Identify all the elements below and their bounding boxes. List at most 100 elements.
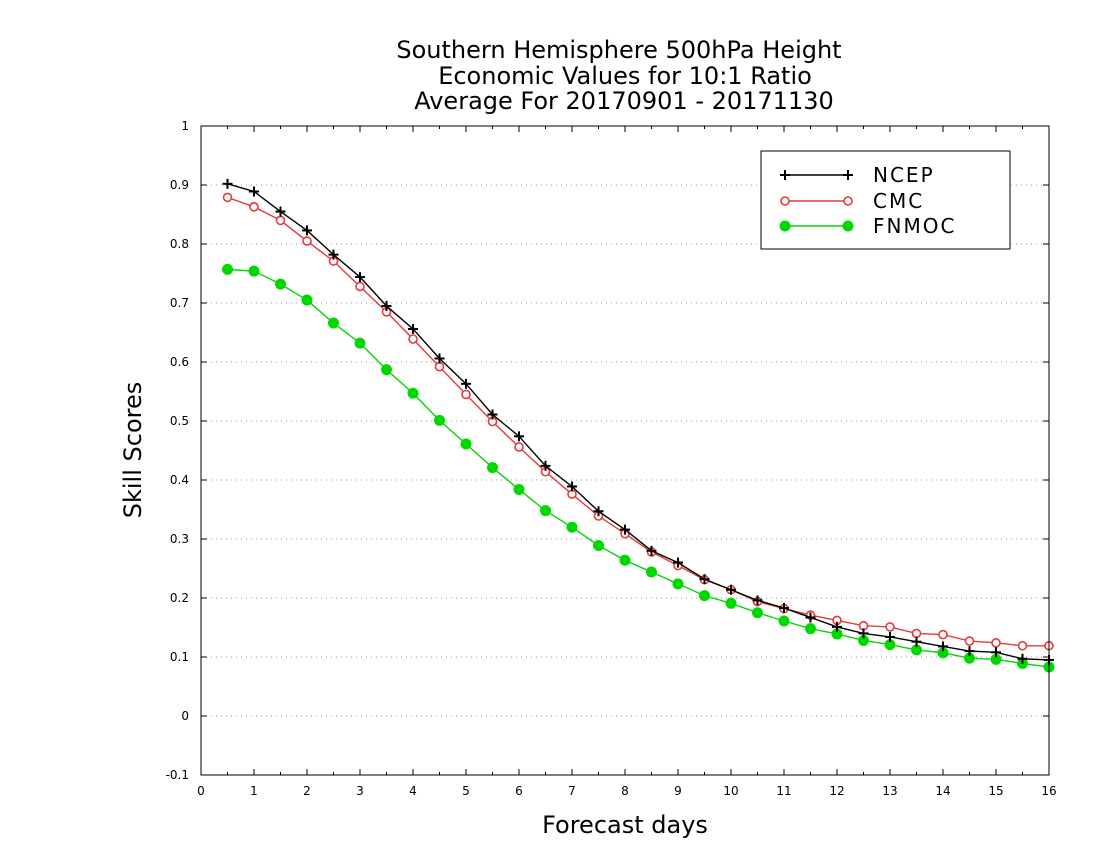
series-fnmoc-point-dot-marker	[725, 597, 737, 609]
x-tick-label: 0	[197, 784, 205, 798]
series-ncep-point-plus-marker	[567, 481, 577, 492]
legend-sample-fnmoc	[779, 220, 854, 232]
series-ncep-point-plus-marker	[620, 524, 630, 535]
x-tick-labels: 0 1 2 3 4 5 6 7 8 9 10 11 12 13 14 15 16	[197, 784, 1056, 798]
series-fnmoc-point-dot-marker	[460, 438, 472, 450]
y-tick-label: 0.8	[170, 237, 189, 251]
chart-title-line-1: Southern Hemisphere 500hPa Height	[396, 36, 841, 64]
series-fnmoc-point-dot-marker	[672, 578, 684, 590]
gridlines	[201, 184, 1049, 717]
series-cmc-point-circle-marker	[275, 215, 286, 226]
series-ncep-point-plus-marker	[434, 353, 445, 364]
chart-title-line-3: Average For 20170901 - 20171130	[414, 87, 834, 115]
series-fnmoc-point-dot-marker	[619, 554, 631, 566]
series-fnmoc-point-dot-marker	[275, 278, 286, 290]
y-tick-label: 0.9	[170, 178, 189, 192]
legend-label-fnmoc: FNMOC	[873, 214, 956, 238]
y-tick-labels: -0.1 0 0.1 0.2 0.3 0.4 0.5 0.6 0.7 0.8 0.9 1	[166, 119, 189, 782]
series-ncep-point-plus-marker	[249, 186, 259, 197]
x-tick-label: 8	[621, 784, 629, 798]
x-tick-label: 16	[1041, 784, 1056, 798]
legend-ncep-start-plus-marker	[780, 170, 790, 180]
series-cmc-point-circle-marker	[991, 638, 1001, 648]
x-tick-label: 14	[935, 784, 950, 798]
series-cmc-point-circle-marker	[222, 192, 233, 203]
x-tick-label: 13	[882, 784, 897, 798]
series-ncep-point-plus-marker	[673, 557, 683, 568]
series-cmc-point-circle-marker	[964, 636, 975, 646]
series-ncep-point-plus-marker	[752, 595, 763, 606]
series-cmc-point-circle-marker	[461, 389, 471, 400]
legend-label-ncep: NCEP	[873, 163, 935, 187]
series-fnmoc-point-dot-marker	[805, 623, 816, 635]
series-ncep-point-plus-marker	[646, 545, 657, 556]
legend-item-ncep: NCEP	[780, 163, 935, 187]
x-tick-label: 1	[250, 784, 258, 798]
legend: NCEP CMC FNMOC	[760, 150, 1011, 250]
series-fnmoc	[222, 263, 1055, 673]
series-fnmoc-point-dot-marker	[513, 483, 525, 495]
series-ncep-point-plus-marker	[275, 206, 286, 217]
series-cmc-point-circle-marker	[408, 334, 418, 344]
x-tick-label: 10	[723, 784, 738, 798]
x-tick-label: 2	[303, 784, 311, 798]
x-tick-label: 5	[462, 784, 470, 798]
series-fnmoc-point-dot-marker	[593, 539, 604, 551]
series-ncep-point-plus-marker	[540, 460, 551, 471]
x-tick-label: 3	[356, 784, 364, 798]
series-fnmoc-point-dot-marker	[778, 615, 790, 627]
legend-fnmoc-start-dot-marker	[779, 220, 791, 232]
series-fnmoc-point-dot-marker	[487, 462, 498, 474]
x-tick-label: 11	[776, 784, 791, 798]
x-tick-label: 7	[568, 784, 576, 798]
y-tick-label: 0	[181, 709, 189, 723]
series-ncep-point-plus-marker	[593, 506, 604, 517]
series-ncep-point-plus-marker	[487, 409, 498, 420]
series-ncep-point-plus-marker	[805, 612, 816, 623]
series-ncep	[222, 178, 1054, 665]
y-tick-label: 0.7	[170, 296, 189, 310]
chart-title-line-2: Economic Values for 10:1 Ratio	[438, 62, 812, 90]
series-ncep-point-plus-marker	[699, 574, 710, 585]
legend-cmc-start-circle-marker	[780, 196, 790, 206]
series-cmc-point-circle-marker	[1017, 640, 1028, 651]
series-fnmoc-point-dot-marker	[301, 294, 313, 306]
axis-ticks	[200, 125, 1050, 776]
series-fnmoc-point-dot-marker	[540, 505, 551, 517]
series-ncep-point-plus-marker	[779, 603, 789, 614]
series-ncep-point-plus-marker	[885, 631, 895, 642]
series-ncep-point-plus-marker	[302, 225, 312, 236]
y-tick-label: -0.1	[166, 768, 189, 782]
series-layer	[222, 178, 1055, 673]
series-fnmoc-point-dot-marker	[566, 521, 578, 533]
legend-sample-cmc	[780, 196, 853, 206]
series-ncep-point-plus-marker	[858, 628, 869, 639]
series-ncep-point-plus-marker	[408, 323, 418, 334]
legend-ncep-end-plus-marker	[843, 170, 853, 180]
series-fnmoc-point-dot-marker	[699, 590, 710, 602]
series-ncep-point-plus-marker	[938, 641, 948, 652]
x-tick-label: 9	[674, 784, 682, 798]
series-ncep-point-plus-marker	[911, 636, 922, 647]
series-cmc-point-circle-marker	[302, 236, 312, 246]
series-cmc-point-circle-marker	[249, 202, 259, 212]
y-axis-label: Skill Scores	[119, 382, 147, 519]
series-cmc	[222, 192, 1054, 651]
series-ncep-point-plus-marker	[514, 431, 524, 442]
series-cmc-point-circle-marker	[911, 628, 922, 639]
legend-item-fnmoc: FNMOC	[779, 214, 956, 238]
series-ncep-point-plus-marker	[1017, 653, 1028, 664]
series-cmc-point-circle-marker	[885, 622, 895, 632]
series-fnmoc-point-dot-marker	[752, 607, 763, 619]
legend-cmc-end-circle-marker	[843, 196, 853, 206]
y-tick-label: 0.6	[170, 355, 189, 369]
x-tick-label: 15	[988, 784, 1003, 798]
y-tick-label: 0.1	[170, 650, 189, 664]
series-cmc-line	[227, 196, 1049, 647]
legend-label-cmc: CMC	[873, 189, 924, 213]
series-fnmoc-point-dot-marker	[434, 414, 445, 426]
legend-item-cmc: CMC	[780, 189, 924, 213]
series-ncep-point-plus-marker	[991, 647, 1001, 658]
series-ncep-point-plus-marker	[381, 300, 392, 311]
